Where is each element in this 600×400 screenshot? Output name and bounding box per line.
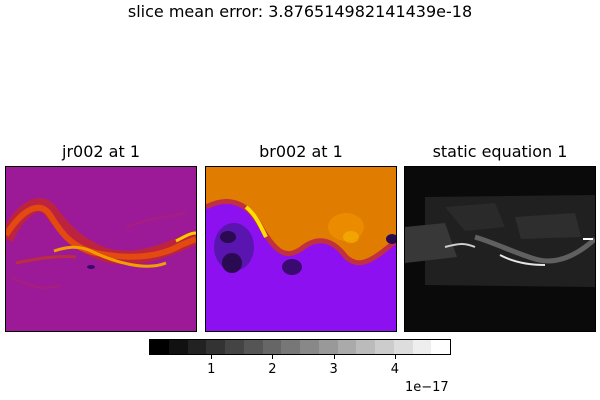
suptitle: slice mean error: 3.876514982141439e-18 (127, 2, 473, 21)
colorbar-segment (375, 340, 394, 354)
colorbar-tick-label: 2 (268, 362, 277, 377)
colorbar-segment (168, 340, 188, 354)
colorbar-segment (262, 340, 282, 354)
colorbar-segment (412, 340, 432, 354)
colorbar-segment (225, 340, 244, 354)
colorbar-segment (243, 340, 263, 354)
colorbar-segment (187, 340, 207, 354)
heatmap-jr002 (5, 166, 197, 332)
colorbar (149, 339, 451, 355)
colorbar-segment (150, 340, 169, 354)
colorbar-segment (281, 340, 300, 354)
colorbar-tick-label: 3 (329, 362, 338, 377)
colorbar-segment (356, 340, 375, 354)
colorbar-segment (318, 340, 338, 354)
colorbar-tick (272, 355, 274, 359)
colorbar-tick (211, 355, 213, 359)
colorbar-segment (300, 340, 319, 354)
colorbar-tick-label: 1 (207, 362, 216, 377)
panel-title-static-equation: static equation 1 (432, 142, 568, 161)
heatmap-static-equation (404, 166, 596, 332)
colorbar-segment (393, 340, 413, 354)
heatmap-static-equation-plot (405, 167, 595, 331)
colorbar-segment (206, 340, 225, 354)
colorbar-segment (337, 340, 357, 354)
heatmap-br002-plot (206, 167, 396, 331)
colorbar-segment (431, 340, 450, 354)
panel-title-br002: br002 at 1 (259, 142, 343, 161)
panel-title-jr002: jr002 at 1 (62, 142, 140, 161)
colorbar-tick-label: 4 (390, 362, 400, 377)
heatmap-jr002-plot (6, 167, 196, 331)
heatmap-br002 (205, 166, 397, 332)
colorbar-offset-label: 1e−17 (405, 380, 449, 395)
colorbar-tick (333, 355, 335, 359)
colorbar-tick (394, 355, 396, 359)
